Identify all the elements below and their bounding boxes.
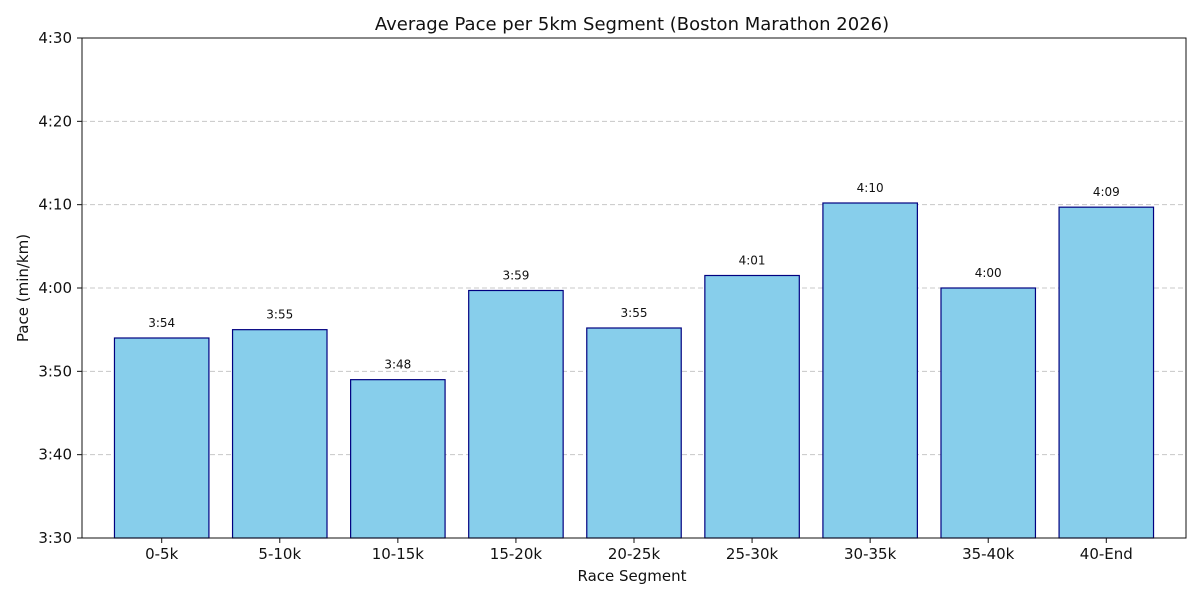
bar-20-25k [586,327,682,539]
x-tick-label: 5-10k [258,545,301,563]
y-tick-label: 4:30 [38,29,72,47]
bar-25-30k [704,274,800,539]
x-axis: 0-5k 5-10k 10-15k 15-20k 20-25k 25-30k 30-35k 3… [145,538,1133,563]
data-label-10-15k: 3:48 [384,358,411,372]
y-axis: 3:30 3:40 3:50 4:00 4:10 4:20 4:30 [38,29,82,547]
bar-5-10k [231,329,328,539]
x-tick-label: 20-25k [608,545,661,563]
data-label-20-25k: 3:55 [621,306,648,320]
data-label-25-30k: 4:01 [739,254,766,268]
bar-35-40k [940,287,1037,539]
data-label-40-End: 4:09 [1093,185,1120,199]
y-axis-label: Pace (min/km) [14,234,32,342]
x-tick-label: 40-End [1080,545,1133,563]
y-tick-label: 3:40 [38,446,72,464]
x-tick-label: 30-35k [844,545,897,563]
data-label-30-35k: 4:10 [857,181,884,195]
y-tick-label: 3:50 [38,362,72,380]
y-tick-label: 4:00 [38,279,72,297]
bar-10-15k [350,379,446,539]
data-label-35-40k: 4:00 [975,266,1002,280]
bar-15-20k [468,289,564,539]
x-tick-label: 0-5k [145,545,178,563]
bars [113,202,1155,539]
bar-30-35k [822,202,918,539]
y-tick-label: 4:10 [38,196,72,214]
x-tick-label: 10-15k [372,545,425,563]
y-tick-label: 3:30 [38,529,72,547]
x-tick-label: 15-20k [490,545,543,563]
x-axis-label: Race Segment [577,567,686,585]
bar-0-5k [113,337,210,539]
data-labels: 3:54 3:55 3:48 3:59 3:55 4:01 4:10 4:00 4:09 [148,181,1120,372]
bar-40-End [1058,206,1155,539]
chart-title: Average Pace per 5km Segment (Boston Mar… [375,14,889,35]
y-tick-label: 4:20 [38,112,72,130]
data-label-15-20k: 3:59 [502,269,529,283]
data-label-5-10k: 3:55 [266,308,293,322]
data-label-0-5k: 3:54 [148,316,175,330]
x-tick-label: 35-40k [962,545,1015,563]
x-tick-label: 25-30k [726,545,779,563]
